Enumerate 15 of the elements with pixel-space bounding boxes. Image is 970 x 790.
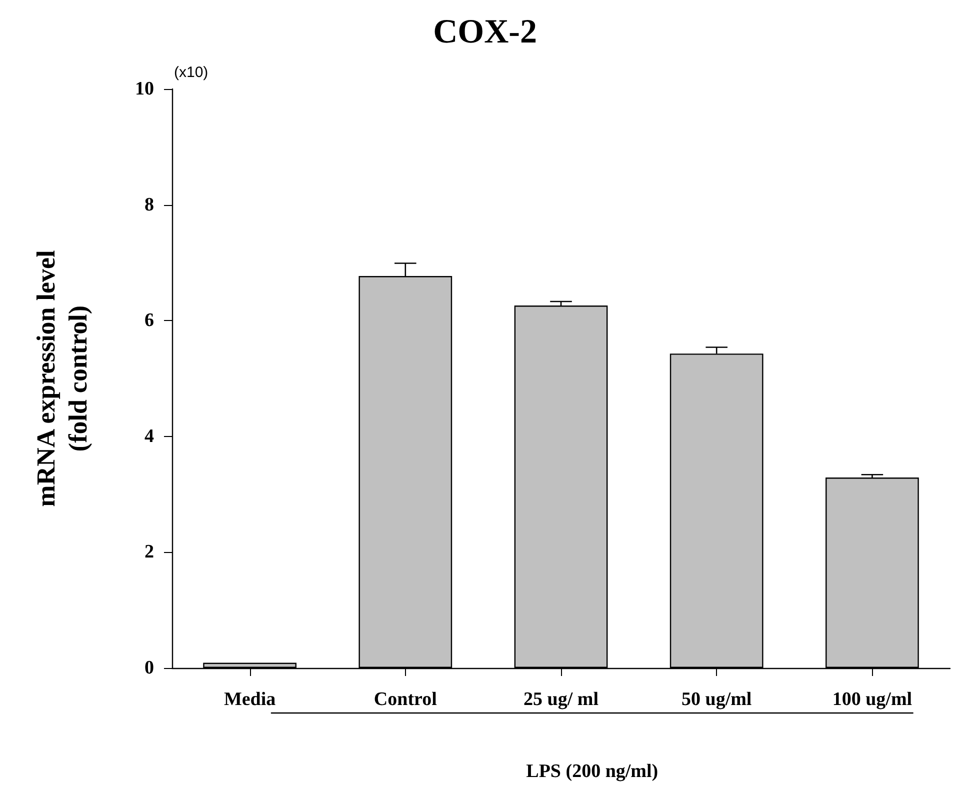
x-tick-label: 50 ug/ml	[682, 689, 752, 710]
x-tick-label: 100 ug/ml	[832, 689, 912, 710]
text: (x10)	[174, 64, 208, 81]
y-axis-title: mRNA expression level (fold control)	[32, 250, 92, 507]
y-tick-label: 6	[144, 310, 154, 332]
x-tick-label: 25 ug/ ml	[524, 689, 598, 710]
y-tick-label: 4	[144, 426, 154, 447]
y-tick-label: 0	[144, 658, 154, 678]
y-tick-label: 8	[144, 194, 154, 216]
text: LPS (200 ng/ml)	[526, 761, 658, 782]
chart-title: COX-2	[433, 14, 537, 50]
y-tick-label: 10	[135, 78, 154, 100]
y-tick-label: 2	[144, 542, 154, 563]
x-tick-label: Media	[224, 689, 276, 710]
x-tick-label: Control	[374, 689, 437, 710]
